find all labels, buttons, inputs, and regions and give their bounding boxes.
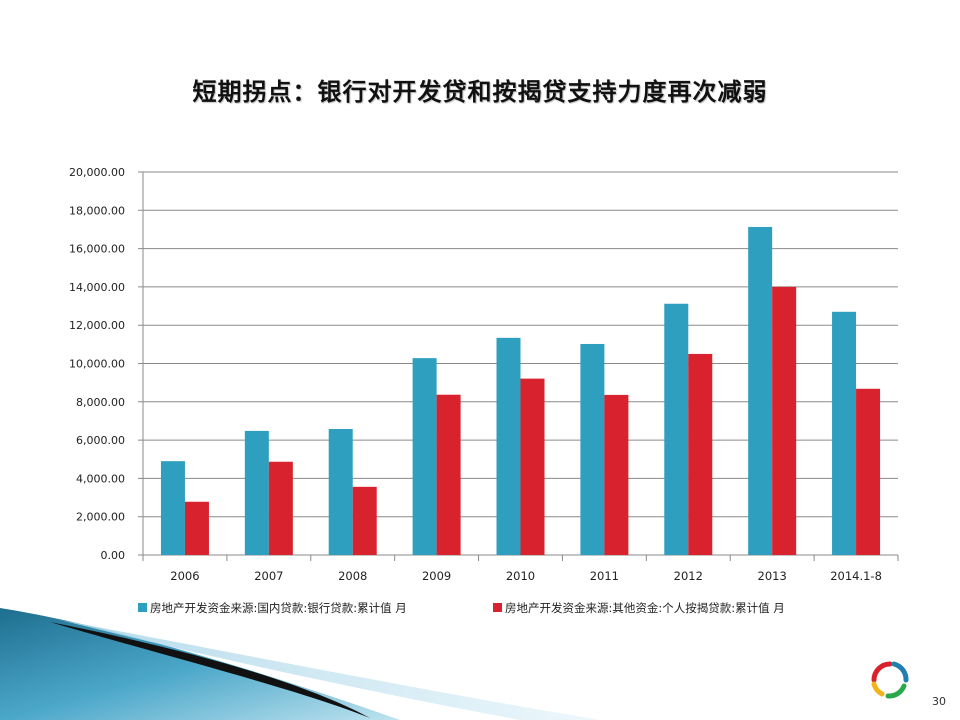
bar-mortgage-loans [436, 394, 461, 555]
bar-mortgage-loans [856, 388, 881, 555]
y-tick-label: 18,000.00 [69, 204, 125, 217]
bar-bank-loans [160, 461, 185, 555]
bar-mortgage-loans [268, 461, 293, 555]
x-tick-label: 2011 [590, 569, 619, 583]
bar-bank-loans [748, 226, 773, 555]
legend-swatch-mortgage-loans [493, 603, 502, 612]
bar-mortgage-loans [520, 378, 545, 555]
x-tick-label: 2010 [506, 569, 535, 583]
bar-mortgage-loans [604, 394, 629, 555]
slide-title: 短期拐点：银行对开发贷和按揭贷支持力度再次减弱 [192, 78, 768, 106]
bar-mortgage-loans [688, 353, 713, 555]
bar-bank-loans [580, 343, 605, 555]
y-tick-label: 16,000.00 [69, 243, 125, 256]
legend-label-mortgage-loans: 房地产开发资金来源:其他资金:个人按揭贷款:累计值 月 [505, 601, 785, 615]
bar-mortgage-loans [772, 286, 797, 555]
legend-item-mortgage-loans: 房地产开发资金来源:其他资金:个人按揭贷款:累计值 月 [493, 600, 785, 616]
x-tick-label: 2014.1-8 [830, 569, 882, 583]
bar-bank-loans [328, 428, 353, 555]
bar-bank-loans [412, 358, 437, 555]
x-tick-label: 2006 [170, 569, 199, 583]
x-tick-label: 2009 [422, 569, 451, 583]
page-number: 30 [932, 695, 946, 708]
y-tick-label: 20,000.00 [69, 166, 125, 179]
y-tick-label: 6,000.00 [76, 434, 125, 447]
y-tick-label: 0.00 [101, 549, 126, 562]
y-tick-label: 2,000.00 [76, 511, 125, 524]
bar-bank-loans [664, 303, 689, 555]
bar-bank-loans [244, 430, 269, 555]
company-logo [871, 661, 909, 699]
bar-mortgage-loans [352, 486, 377, 555]
y-tick-label: 8,000.00 [76, 396, 125, 409]
x-tick-label: 2008 [338, 569, 367, 583]
bar-chart: 0.00 2,000.00 4,000.00 6,000.00 8,000.00 10,0… [69, 166, 899, 583]
legend-label-bank-loans: 房地产开发资金来源:国内贷款:银行贷款:累计值 月 [150, 601, 407, 615]
legend-swatch-bank-loans [138, 603, 147, 612]
x-tick-label: 2007 [254, 569, 283, 583]
y-tick-label: 12,000.00 [69, 319, 125, 332]
bar-bank-loans [496, 337, 521, 555]
bar-mortgage-loans [184, 501, 209, 555]
bar-bank-loans [832, 311, 857, 555]
y-tick-label: 10,000.00 [69, 358, 125, 371]
x-tick-label: 2013 [758, 569, 787, 583]
y-tick-label: 4,000.00 [76, 472, 125, 485]
legend-item-bank-loans: 房地产开发资金来源:国内贷款:银行贷款:累计值 月 [138, 600, 407, 616]
x-tick-label: 2012 [674, 569, 703, 583]
y-tick-label: 14,000.00 [69, 281, 125, 294]
